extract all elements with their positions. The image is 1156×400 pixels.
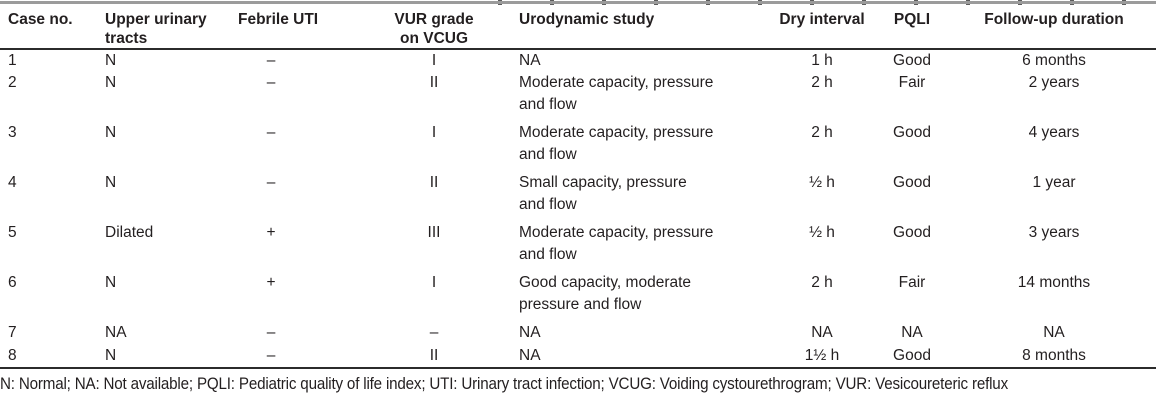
cell-urodynamic-study: Moderate capacity, pressure and flow	[519, 124, 714, 163]
cell-febrile-uti: +	[266, 274, 276, 291]
column-header-pqli: PQLI	[872, 6, 952, 50]
cell-vur-grade: II	[429, 174, 439, 191]
cropped-caption-strip	[0, 0, 1156, 6]
cell-upper-urinary: N	[105, 52, 117, 69]
table-row-case-1: 1 N – I NA 1 h Good 6 months	[0, 49, 1156, 72]
cell-vur-grade: I	[431, 52, 437, 69]
table-row-case-2: 2 N – II Moderate capacity, pressure and…	[0, 72, 1156, 122]
cell-pqli: Good	[893, 174, 931, 191]
cell-upper-urinary: N	[98, 345, 236, 369]
cell-case-no: 2	[8, 74, 17, 91]
cell-vur-grade: II	[346, 345, 510, 369]
cell-pqli: Good	[893, 224, 931, 241]
cell-upper-urinary: NA	[105, 324, 127, 341]
cell-follow-up: 4 years	[1028, 124, 1080, 141]
cell-urodynamic-study: NA	[519, 52, 541, 69]
header-row: Case no. Upper urinary tracts Febrile UT…	[0, 6, 1156, 50]
column-header-follow-up-duration: Follow-up duration	[952, 6, 1156, 50]
cell-vur-grade: I	[431, 274, 437, 291]
column-header-febrile-uti: Febrile UTI	[236, 6, 346, 50]
cell-vur-grade: I	[431, 124, 437, 141]
table-row-case-3: 3 N – I Moderate capacity, pressure and …	[0, 122, 1156, 172]
column-header-urodynamic-study: Urodynamic study	[510, 6, 772, 50]
cell-pqli: Fair	[898, 274, 926, 291]
cell-febrile-uti: –	[266, 174, 276, 191]
cell-case-no: 8	[0, 345, 98, 369]
cell-case-no: 1	[8, 52, 17, 69]
case-data-table: Case no. Upper urinary tracts Febrile UT…	[0, 6, 1156, 369]
cell-dry-interval: 2 h	[811, 124, 833, 141]
cell-upper-urinary: Dilated	[105, 224, 154, 241]
cell-pqli: NA	[901, 324, 923, 341]
cell-vur-grade: II	[429, 74, 439, 91]
cell-upper-urinary: N	[105, 174, 117, 191]
cell-follow-up: 14 months	[1017, 274, 1091, 291]
table-header: Case no. Upper urinary tracts Febrile UT…	[0, 6, 1156, 50]
table-row-case-7: 7 NA – – NA NA NA NA	[0, 322, 1156, 345]
cell-follow-up: 1 year	[1032, 174, 1076, 191]
cell-febrile-uti: –	[266, 124, 276, 141]
cell-follow-up: 2 years	[1028, 74, 1080, 91]
cell-upper-urinary: N	[105, 274, 117, 291]
table-row-case-4: 4 N – II Small capacity, pressure and fl…	[0, 172, 1156, 222]
cell-pqli: Fair	[898, 74, 926, 91]
cell-dry-interval: ½ h	[809, 224, 835, 241]
cell-dry-interval: 1 h	[811, 52, 833, 69]
cell-febrile-uti: –	[266, 324, 276, 341]
cell-urodynamic-study: Good capacity, moderate pressure and flo…	[519, 274, 692, 313]
cell-upper-urinary: N	[105, 74, 117, 91]
cell-urodynamic-study: NA	[510, 345, 772, 369]
cell-follow-up: 6 months	[1022, 52, 1086, 69]
cell-febrile-uti: –	[266, 52, 276, 69]
cell-urodynamic-study: Moderate capacity, pressure and flow	[519, 74, 714, 113]
cell-dry-interval: 1½ h	[772, 345, 872, 369]
cell-urodynamic-study: Moderate capacity, pressure and flow	[519, 224, 714, 263]
cell-case-no: 4	[8, 174, 17, 191]
cell-febrile-uti: –	[236, 345, 346, 369]
table-row-case-8: 8 N – II NA 1½ h Good 8 months	[0, 345, 1156, 369]
abbreviations-footnote-text: N: Normal; NA: Not available; PQLI: Pedi…	[0, 375, 1008, 393]
column-header-case-no: Case no.	[0, 6, 98, 50]
table-body: 1 N – I NA 1 h Good 6 months 2 N – II Mo…	[0, 49, 1156, 369]
column-header-vur-grade: VUR grade on VCUG	[346, 6, 510, 50]
cell-pqli: Good	[893, 52, 931, 69]
cell-vur-grade: –	[429, 324, 439, 341]
cell-vur-grade: III	[427, 224, 441, 241]
cell-follow-up: NA	[1043, 324, 1065, 341]
cell-pqli: Good	[872, 345, 952, 369]
cell-case-no: 7	[8, 324, 17, 341]
cell-pqli: Good	[893, 124, 931, 141]
cell-dry-interval: 2 h	[811, 274, 833, 291]
cell-dry-interval: ½ h	[809, 174, 835, 191]
cell-follow-up: 8 months	[952, 345, 1156, 369]
cell-case-no: 6	[8, 274, 17, 291]
cell-dry-interval: 2 h	[811, 74, 833, 91]
abbreviations-footnote: N: Normal; NA: Not available; PQLI: Pedi…	[0, 369, 1156, 394]
column-header-upper-urinary-tracts: Upper urinary tracts	[98, 6, 236, 50]
cell-dry-interval: NA	[811, 324, 833, 341]
cell-urodynamic-study: Small capacity, pressure and flow	[519, 174, 687, 213]
cell-follow-up: 3 years	[1028, 224, 1080, 241]
table-row-case-5: 5 Dilated + III Moderate capacity, press…	[0, 222, 1156, 272]
cell-case-no: 3	[8, 124, 17, 141]
cell-case-no: 5	[8, 224, 17, 241]
column-header-dry-interval: Dry interval	[772, 6, 872, 50]
table-row-case-6: 6 N + I Good capacity, moderate pressure…	[0, 272, 1156, 322]
cell-febrile-uti: +	[266, 224, 276, 241]
cell-urodynamic-study: NA	[519, 324, 541, 341]
table-top-rule	[0, 1, 1156, 4]
cell-febrile-uti: –	[266, 74, 276, 91]
cell-upper-urinary: N	[105, 124, 117, 141]
